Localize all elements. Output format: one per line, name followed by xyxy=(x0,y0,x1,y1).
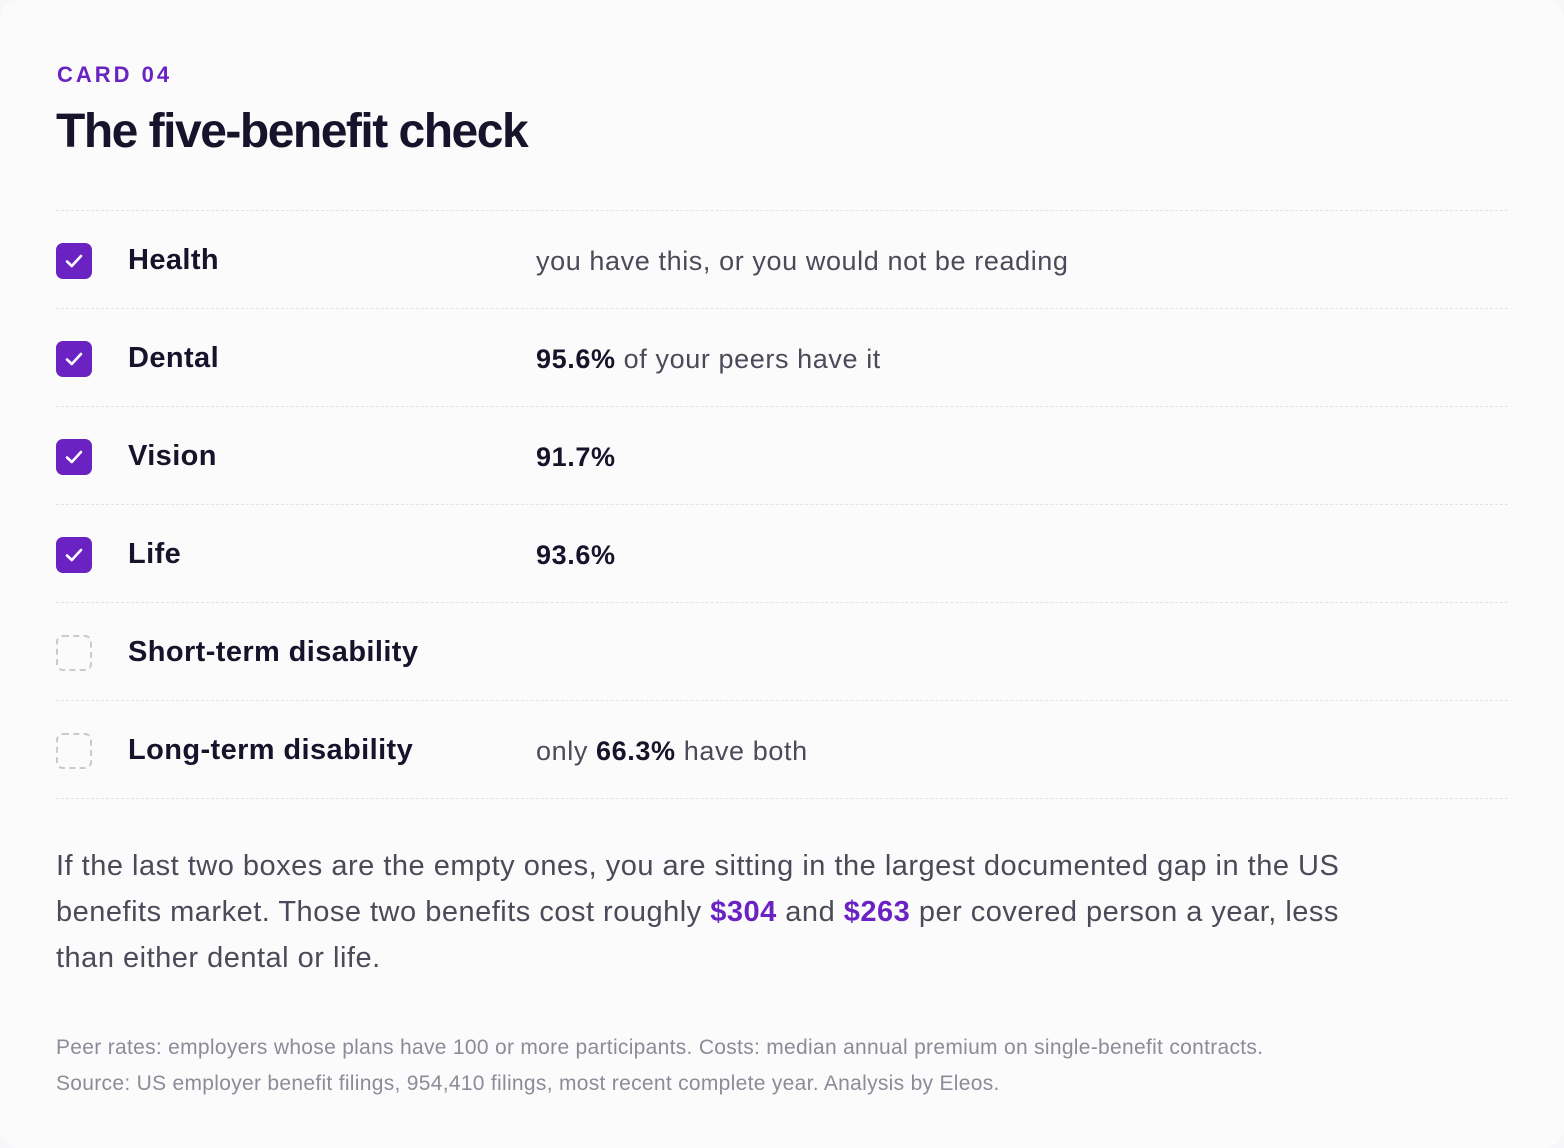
checkmark-icon xyxy=(65,548,83,562)
checklist-row-dental: Dental 95.6% of your peers have it xyxy=(56,309,1508,407)
footnote-line-source: Source: US employer benefit filings, 954… xyxy=(56,1072,1000,1095)
checkbox-health[interactable] xyxy=(56,243,92,279)
benefit-label: Life xyxy=(128,538,182,570)
benefit-label: Dental xyxy=(128,342,220,374)
checkmark-icon xyxy=(65,450,83,464)
checkbox-dental[interactable] xyxy=(56,341,92,377)
benefit-note: 95.6% of your peers have it xyxy=(536,344,881,374)
checklist-row-long-term-disability: Long-term disability only 66.3% have bot… xyxy=(56,701,1508,799)
ltd-cost-value: $263 xyxy=(843,896,911,928)
benefit-label: Short-term disability xyxy=(128,636,419,668)
checklist-row-health: Health you have this, or you would not b… xyxy=(56,211,1508,309)
std-cost-value: $304 xyxy=(710,896,777,928)
footnote: Peer rates: employers whose plans have 1… xyxy=(56,1030,1508,1102)
checklist-row-life: Life 93.6% xyxy=(56,505,1508,603)
footnote-line-peer-rates: Peer rates: employers whose plans have 1… xyxy=(56,1036,1264,1059)
benefit-label: Health xyxy=(128,244,220,276)
checkbox-long-term-disability[interactable] xyxy=(56,733,92,769)
checkmark-icon xyxy=(65,352,83,366)
benefit-note: you have this, or you would not be readi… xyxy=(536,246,1069,276)
benefit-label: Vision xyxy=(128,440,217,472)
checkbox-life[interactable] xyxy=(56,537,92,573)
card-eyebrow: CARD 04 xyxy=(57,62,173,87)
checklist-row-vision: Vision 91.7% xyxy=(56,407,1508,505)
checkbox-vision[interactable] xyxy=(56,439,92,475)
benefit-note: 93.6% xyxy=(536,540,616,570)
checkbox-short-term-disability[interactable] xyxy=(56,635,92,671)
benefit-note: 91.7% xyxy=(536,442,616,472)
checkmark-icon xyxy=(65,254,83,268)
benefit-checklist: Health you have this, or you would not b… xyxy=(56,210,1508,799)
card-title: The five-benefit check xyxy=(56,105,529,158)
benefit-label: Long-term disability xyxy=(128,734,414,766)
benefit-note: only 66.3% have both xyxy=(536,736,808,766)
summary-paragraph: If the last two boxes are the empty ones… xyxy=(56,850,1340,974)
checklist-row-short-term-disability: Short-term disability xyxy=(56,603,1508,701)
